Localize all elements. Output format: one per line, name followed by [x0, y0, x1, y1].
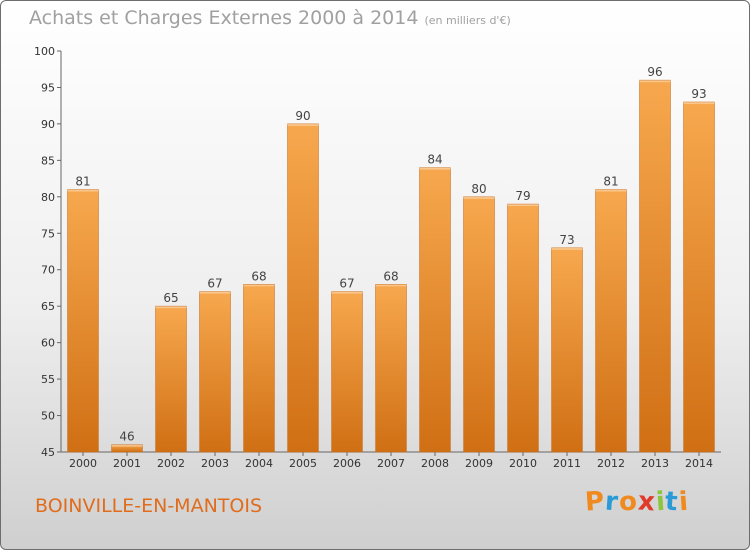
x-tick-label: 2012 [597, 457, 625, 470]
bar [155, 305, 187, 453]
chart-title: Achats et Charges Externes 2000 à 2014 (e… [29, 7, 511, 29]
commune-name: BOINVILLE-EN-MANTOIS [35, 495, 263, 517]
x-tick-label: 2007 [377, 457, 405, 470]
bar-highlight [639, 80, 671, 83]
x-tick-label: 2006 [333, 457, 361, 470]
bar-highlight [419, 167, 451, 170]
brand-letter: P [583, 486, 607, 518]
x-tick-label: 2010 [509, 457, 537, 470]
y-tick-label: 100 [34, 45, 55, 58]
bar [595, 189, 627, 453]
data-label: 46 [119, 430, 134, 444]
y-tick-label: 65 [41, 300, 55, 313]
bar [639, 79, 671, 453]
x-tick-label: 2004 [245, 457, 273, 470]
bar-highlight [155, 306, 187, 309]
bar [683, 101, 715, 453]
y-tick-label: 80 [41, 191, 55, 204]
data-label: 68 [251, 269, 266, 283]
brand-logo: Proxiti [583, 486, 690, 518]
y-tick-label: 75 [41, 227, 55, 240]
bar-highlight [551, 247, 583, 250]
data-label: 79 [515, 189, 530, 203]
data-label: 90 [295, 109, 310, 123]
x-tick-label: 2014 [685, 457, 713, 470]
data-label: 84 [427, 153, 442, 167]
bar-highlight [243, 284, 275, 287]
data-label: 65 [163, 291, 178, 305]
x-tick-label: 2001 [113, 457, 141, 470]
bars [67, 79, 715, 453]
data-label: 81 [75, 175, 90, 189]
data-label: 68 [383, 269, 398, 283]
x-tick-label: 2005 [289, 457, 317, 470]
y-tick-label: 45 [41, 446, 55, 459]
bar-highlight [507, 204, 539, 207]
bar-highlight [375, 284, 407, 287]
bar-highlight [287, 123, 319, 126]
y-tick-label: 50 [41, 410, 55, 423]
x-tick-label: 2011 [553, 457, 581, 470]
bar [111, 444, 143, 453]
bar-highlight [199, 291, 231, 294]
y-tick-label: 70 [41, 264, 55, 277]
data-label: 67 [339, 277, 354, 291]
data-label: 96 [647, 65, 662, 79]
x-tick-label: 2013 [641, 457, 669, 470]
bar-highlight [595, 189, 627, 192]
data-label: 80 [471, 182, 486, 196]
data-label: 73 [559, 233, 574, 247]
chart-subtitle: (en milliers d'€) [424, 14, 511, 27]
data-labels: 81 46 65 67 68 90 67 68 84 80 79 73 81 96 93 [75, 65, 706, 444]
x-tick-label: 2009 [465, 457, 493, 470]
bar-highlight [67, 189, 99, 192]
bar [375, 284, 407, 453]
y-tick-label: 85 [41, 154, 55, 167]
bar [287, 123, 319, 453]
data-label: 93 [691, 87, 706, 101]
x-tick-label: 2003 [201, 457, 229, 470]
brand-letter: x [636, 486, 657, 518]
y-tick-label: 55 [41, 373, 55, 386]
bar [199, 291, 231, 453]
bar-highlight [331, 291, 363, 294]
bar [463, 196, 495, 453]
data-label: 67 [207, 277, 222, 291]
bar [67, 189, 99, 453]
data-label: 81 [603, 175, 618, 189]
x-tick-label: 2008 [421, 457, 449, 470]
brand-letter: o [617, 486, 639, 518]
bar [551, 247, 583, 453]
bar [507, 203, 539, 453]
bar [243, 284, 275, 453]
bar [419, 167, 451, 453]
x-tick-label: 2002 [157, 457, 185, 470]
bar-highlight [463, 196, 495, 199]
y-tick-label: 90 [41, 118, 55, 131]
x-tick-label: 2000 [69, 457, 97, 470]
bar [331, 291, 363, 453]
bar-highlight [683, 102, 715, 105]
bar-highlight [111, 444, 143, 447]
brand-letter: i [677, 486, 690, 518]
y-tick-label: 95 [41, 81, 55, 94]
y-tick-label: 60 [41, 337, 55, 350]
